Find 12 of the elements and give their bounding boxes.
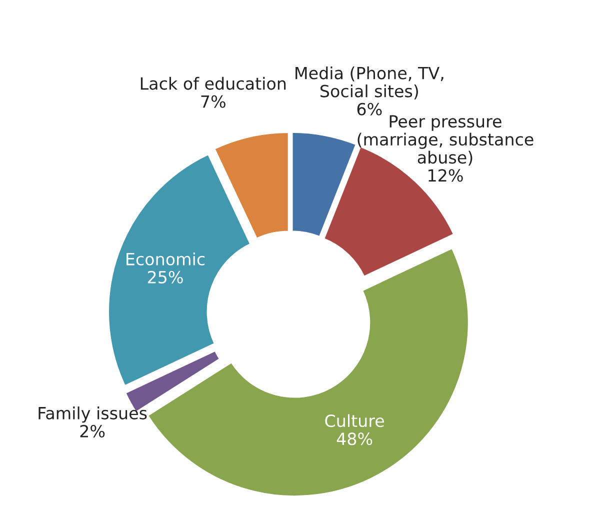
slice-label: Family issues <box>38 406 147 423</box>
slice-label: Lack of education <box>140 76 286 90</box>
data-label: 2% <box>80 424 105 438</box>
slice-label: Economic <box>126 252 205 266</box>
data-label: 7% <box>201 95 226 108</box>
slice-label: Culture <box>325 414 384 428</box>
data-label: 48% <box>336 432 372 446</box>
data-label: 25% <box>148 270 183 284</box>
data-label: 6% <box>357 102 382 116</box>
slice-label: Peer pressure (marriage, substance abuse) <box>358 115 534 166</box>
slice-label: Media (Phone, TV, Social sites) <box>296 66 444 100</box>
data-label: 12% <box>428 169 463 182</box>
